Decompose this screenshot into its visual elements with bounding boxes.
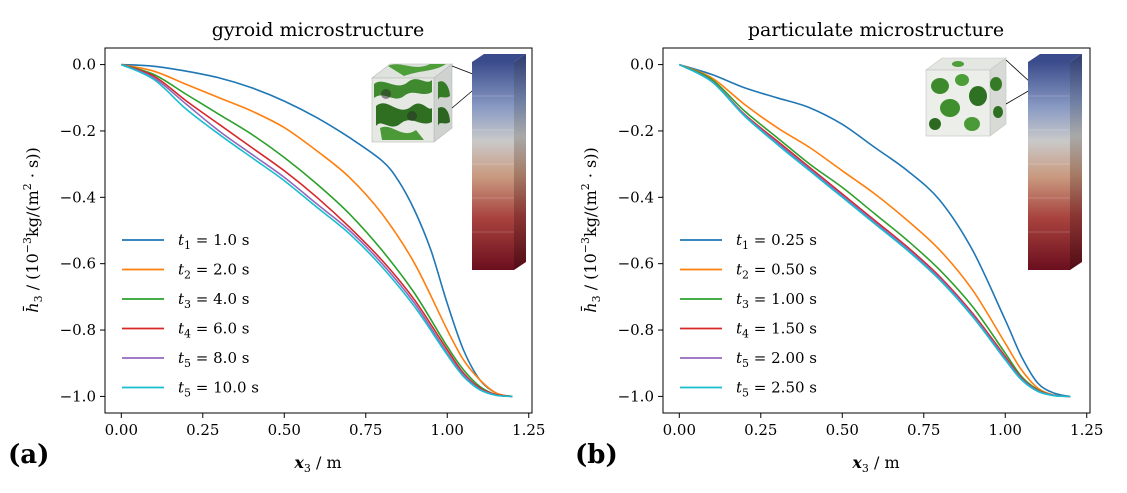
y-tick-label: −0.4	[618, 188, 654, 206]
y-tick-label: −0.2	[618, 122, 654, 140]
panel-letter: (a)	[8, 440, 49, 470]
legend-label: t4 = 1.50 s	[736, 320, 817, 341]
gyroid-inset	[371, 54, 526, 270]
legend-label: t1 = 0.25 s	[736, 231, 817, 252]
legend-label: t3 = 4.0 s	[178, 290, 249, 311]
x-axis-label: x3 / m	[293, 453, 341, 475]
y-tick-label: −1.0	[618, 387, 654, 405]
axis-ticks: 0.00 0.25 0.50 0.75 1.00 1.25 0.0 −0.2 −0.4 −0.6 −…	[618, 56, 1104, 439]
series-line-1	[679, 63, 1071, 398]
series-line-6	[678, 63, 1071, 398]
series-lines	[120, 63, 513, 398]
y-tick-label: −0.8	[60, 321, 96, 339]
legend-label: t2 = 2.0 s	[178, 261, 249, 282]
chart-title: gyroid microstructure	[212, 19, 425, 41]
legend-label: t5 = 8.0 s	[178, 349, 249, 370]
legend-label: t4 = 6.0 s	[178, 320, 249, 341]
particulate-inset	[925, 54, 1082, 270]
x-tick-label: 1.25	[512, 421, 545, 439]
x-tick-label: 0.25	[744, 421, 777, 439]
y-tick-label: −0.4	[60, 188, 96, 206]
axis-ticks: 0.00 0.25 0.50 0.75 1.00 1.25 0.0 −0.2 −0.4 −0.6 −…	[60, 56, 546, 439]
legend: t1 = 0.25 s t2 = 0.50 s t3 = 1.00 s t4 = 1.…	[680, 231, 817, 400]
y-axis-label: h̄3 / (10−3kg/(m2 · s))	[21, 147, 45, 312]
series-line-1	[121, 63, 513, 398]
plot-frame	[662, 47, 1091, 414]
series-line-4	[121, 63, 513, 398]
series-lines	[678, 63, 1071, 398]
y-axis-label: h̄3 / (10−3kg/(m2 · s))	[579, 147, 603, 312]
plot-frame	[104, 47, 533, 414]
panel-letter: (b)	[575, 440, 618, 470]
x-tick-label: 0.75	[907, 421, 940, 439]
chart-title: particulate microstructure	[748, 19, 1004, 41]
legend: t1 = 1.0 s t2 = 2.0 s t3 = 4.0 s t4 = 6.0 s…	[122, 231, 259, 400]
legend-label: t3 = 1.00 s	[736, 290, 817, 311]
x-tick-label: 0.00	[105, 421, 138, 439]
y-tick-label: −0.6	[60, 255, 96, 273]
x-tick-label: 0.50	[826, 421, 859, 439]
colored-column-icon	[472, 54, 526, 270]
x-tick-label: 1.00	[989, 421, 1022, 439]
series-line-2	[121, 63, 513, 398]
series-line-2	[678, 63, 1071, 398]
panel-a: gyroid microstructure 0.00 0.25 0.50 0.75 1.…	[8, 19, 545, 475]
legend-label: t2 = 0.50 s	[736, 261, 817, 282]
legend-label: t5 = 10.0 s	[178, 379, 259, 400]
panel-b: particulate microstructure 0.00 0.25 0.50 0…	[575, 19, 1103, 475]
legend-label: t5 = 2.00 s	[736, 349, 817, 370]
x-tick-label: 0.25	[186, 421, 219, 439]
series-line-6	[120, 63, 513, 398]
series-line-3	[121, 63, 513, 398]
x-tick-label: 1.00	[431, 421, 464, 439]
gyroid-cube-icon	[371, 63, 453, 143]
legend-label: t1 = 1.0 s	[178, 231, 249, 252]
x-axis-label: x3 / m	[851, 453, 899, 475]
y-tick-label: 0.0	[630, 56, 654, 74]
x-tick-label: 0.75	[349, 421, 382, 439]
x-tick-label: 1.25	[1070, 421, 1103, 439]
colored-column-icon	[1028, 54, 1082, 270]
y-tick-label: −0.2	[60, 122, 96, 140]
x-tick-label: 0.00	[663, 421, 696, 439]
y-tick-label: 0.0	[72, 56, 96, 74]
particulate-cube-icon	[925, 57, 1007, 137]
x-tick-label: 0.50	[268, 421, 301, 439]
y-tick-label: −1.0	[60, 387, 96, 405]
y-tick-label: −0.6	[618, 255, 654, 273]
legend-label: t5 = 2.50 s	[736, 379, 817, 400]
y-tick-label: −0.8	[618, 321, 654, 339]
